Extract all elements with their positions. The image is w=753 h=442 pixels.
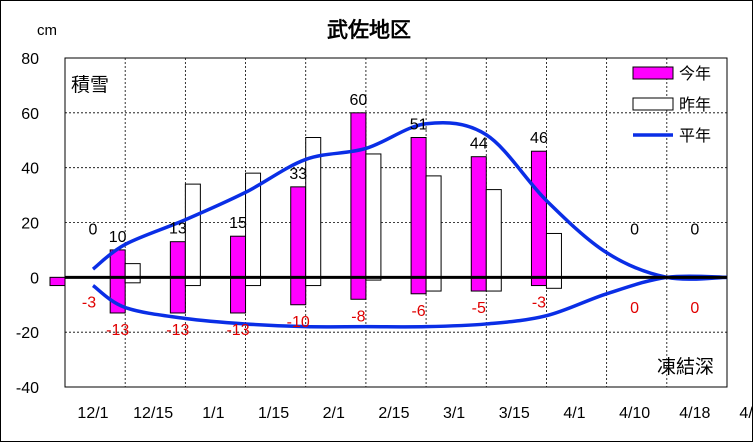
bar-last-year-snow — [545, 232, 562, 278]
snow-data-label: 44 — [470, 136, 488, 153]
normal-lines — [91, 121, 728, 329]
legend-swatch-this-year — [632, 66, 674, 80]
legend-label-normal: 平年 — [679, 126, 711, 145]
snow-data-label: 46 — [530, 130, 548, 147]
y-tick-label: -40 — [16, 380, 39, 397]
bar-this-year-frost — [410, 276, 427, 295]
normal-snow-line — [91, 121, 728, 281]
x-tick-label: 3/1 — [443, 405, 465, 422]
y-tick-label: 40 — [21, 161, 39, 178]
frost-data-label: -10 — [287, 314, 310, 331]
x-tick-label: 12/1 — [77, 405, 108, 422]
frost-data-label: -8 — [351, 308, 365, 325]
chart-title: 武佐地区 — [327, 18, 411, 42]
bar-last-year-snow — [485, 189, 502, 278]
snow-data-label: 13 — [169, 221, 187, 238]
bar-this-year-frost — [169, 276, 186, 314]
x-tick-label: 3/15 — [499, 405, 530, 422]
legend-swatch-last-year — [632, 97, 674, 111]
x-tick-label: 2/1 — [323, 405, 345, 422]
snow-data-label: 0 — [630, 222, 639, 239]
frost-data-label: -3 — [82, 295, 96, 312]
frost-data-label: -13 — [166, 322, 189, 339]
snow-data-label: 0 — [89, 222, 98, 239]
bar-this-year-snow — [410, 137, 427, 278]
bar-this-year-snow — [169, 241, 186, 278]
y-tick-label: -20 — [16, 325, 39, 342]
grid — [64, 57, 728, 388]
bar-this-year-snow — [530, 150, 547, 278]
snow-data-label: 15 — [229, 215, 247, 232]
frost-data-label: 0 — [630, 300, 639, 317]
bar-this-year-snow — [230, 235, 247, 278]
x-tick-label: 4/20 — [739, 405, 752, 422]
legend-label-this-year: 今年 — [679, 64, 711, 83]
tick-labels: 80 60 40 20 0 -20 -40 12/1 12/15 1/1 1/15 2/1 2/15 3/… — [16, 51, 752, 422]
x-tick-label: 1/1 — [202, 405, 224, 422]
bar-last-year-snow — [124, 263, 141, 278]
x-tick-label: 12/15 — [133, 405, 173, 422]
bar-this-year-frost — [230, 276, 247, 314]
frost-data-label: -13 — [226, 322, 249, 339]
bar-this-year-frost — [350, 276, 367, 300]
normal-frost-line — [91, 274, 728, 329]
bar-this-year-frost — [49, 276, 66, 287]
y-tick-label: 20 — [21, 216, 39, 233]
bar-last-year-snow — [184, 183, 201, 278]
bar-this-year-frost — [470, 276, 487, 292]
bar-last-year-snow — [365, 153, 382, 278]
plot-area — [64, 57, 728, 388]
legend-label-last-year: 昨年 — [679, 95, 711, 114]
x-tick-label: 4/10 — [619, 405, 650, 422]
bar-last-year-frost — [485, 276, 502, 292]
snow-data-label: 33 — [289, 166, 307, 183]
bar-last-year-frost — [425, 276, 442, 292]
y-tick-label: 0 — [30, 270, 39, 287]
snow-data-label: 10 — [109, 229, 127, 246]
frost-data-label: -6 — [411, 303, 425, 320]
x-tick-label: 2/15 — [378, 405, 409, 422]
bar-this-year-snow — [470, 156, 487, 278]
bar-last-year-frost — [545, 276, 562, 289]
snow-data-label: 51 — [410, 117, 428, 134]
frost-data-label: 0 — [690, 300, 699, 317]
frost-data-label: -13 — [106, 322, 129, 339]
frost-data-label: -5 — [472, 300, 486, 317]
x-tick-label: 4/1 — [563, 405, 585, 422]
y-tick-label: 80 — [21, 51, 39, 68]
bar-this-year-frost — [290, 276, 307, 306]
bar-last-year-snow — [425, 175, 442, 278]
snow-data-label: 0 — [690, 222, 699, 239]
frost-data-label: -3 — [532, 295, 546, 312]
frost-depth-label: 凍結深 — [657, 356, 714, 378]
snow-depth-label: 積雪 — [71, 74, 109, 96]
x-tick-label: 4/18 — [679, 405, 710, 422]
x-tick-label: 1/15 — [258, 405, 289, 422]
y-tick-label: 60 — [21, 106, 39, 123]
bar-this-year-snow — [350, 112, 367, 278]
data-labels: 0 -3 10 -13 13 -13 15 -13 33 -10 60 -8 51 -6 44 -5 46 -3 0… — [82, 92, 699, 339]
snow-data-label: 60 — [350, 92, 368, 109]
unit-label: cm — [37, 22, 57, 39]
bar-this-year-snow — [290, 186, 307, 278]
